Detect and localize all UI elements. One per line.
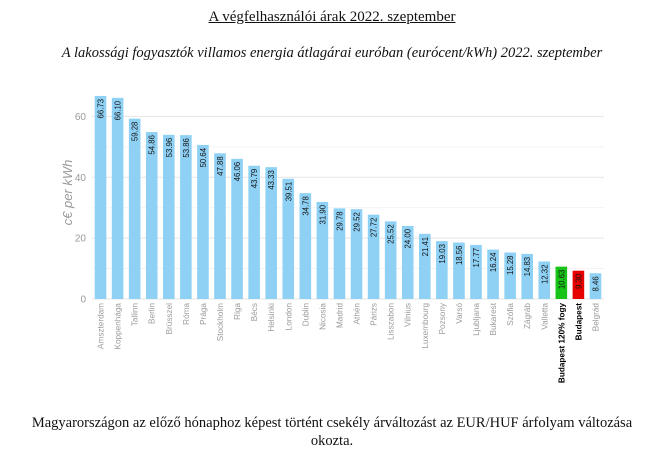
chart-title: A lakossági fogyasztók villamos energia … [61, 45, 603, 61]
x-tick-label: Koppenhága [114, 303, 123, 350]
data-label: 66.10 [114, 100, 123, 120]
data-label: 53.86 [182, 138, 191, 158]
data-label: 12.32 [540, 265, 549, 285]
x-tick-label: Pozsony [438, 302, 447, 334]
x-tick-label: Madrid [335, 303, 344, 328]
bar [333, 208, 346, 299]
x-tick-label: Brüsszel [165, 303, 174, 335]
x-tick-label: Valletta [540, 303, 549, 330]
bar [248, 165, 260, 299]
y-tick-label: 20 [75, 234, 87, 245]
x-tick-label: Vilnius [404, 303, 413, 327]
x-tick-label: Szófia [506, 303, 515, 326]
bar [162, 134, 175, 299]
page-title: A végfelhasználói árak 2022. szeptember [208, 9, 456, 25]
data-label: 19.03 [438, 244, 447, 264]
data-label: 8.46 [591, 276, 600, 291]
bar [316, 201, 329, 299]
y-tick-label: 40 [75, 173, 87, 184]
bar [401, 225, 414, 299]
data-label: 47.88 [216, 156, 225, 176]
bar [436, 241, 448, 299]
x-tick-label: Athén [353, 303, 362, 325]
x-tick-label: Bukarest [489, 302, 498, 335]
bar [504, 252, 516, 299]
bar [555, 266, 568, 299]
bar [418, 233, 431, 299]
x-tick-label: Róma [182, 303, 191, 325]
data-label: 54.86 [148, 135, 157, 155]
data-label: 46.06 [233, 162, 242, 182]
data-label: 29.52 [353, 212, 362, 232]
data-label: 15.28 [506, 256, 515, 276]
bar [180, 135, 192, 299]
data-label: 17.77 [472, 248, 481, 268]
bar [589, 273, 602, 299]
data-label: 24.00 [404, 228, 413, 248]
data-label: 31.90 [318, 204, 327, 224]
data-label: 10.63 [557, 270, 566, 290]
bar [487, 249, 499, 299]
x-tick-label: Bécs [250, 303, 259, 321]
x-tick-label: Amszterdam [97, 303, 106, 349]
bar [521, 253, 534, 299]
bar [299, 193, 312, 299]
data-label: 25.52 [387, 224, 396, 244]
data-label: 43.33 [267, 170, 276, 190]
x-tick-label: Budapest 120% fogy [557, 303, 566, 384]
x-tick-label: Zágráb [523, 303, 532, 329]
x-tick-label: Belgrád [591, 303, 600, 332]
data-label: 39.51 [284, 182, 293, 202]
bar [367, 214, 380, 299]
y-tick-label: 60 [75, 112, 87, 123]
data-label: 50.64 [199, 147, 208, 167]
bar [197, 144, 209, 299]
bar [265, 167, 278, 299]
x-tick-label: Nicosia [318, 303, 327, 330]
bar [128, 118, 141, 299]
x-tick-label: Berlin [148, 303, 157, 324]
x-tick-label: Lisszabon [387, 303, 396, 340]
x-tick-label: Luxembourg [421, 303, 430, 349]
bar [470, 244, 482, 299]
data-label: 53.96 [165, 138, 174, 158]
bar [453, 242, 465, 299]
data-label: 21.41 [421, 237, 430, 257]
bar [214, 153, 226, 299]
bar [231, 158, 243, 299]
bar [145, 132, 158, 299]
bar [384, 221, 397, 299]
bar [282, 178, 295, 299]
x-tick-label: Budapest [574, 303, 583, 341]
data-label: 66.73 [97, 99, 106, 119]
bar [94, 95, 107, 300]
x-tick-label: Varsó [455, 303, 464, 324]
data-label: 29.78 [335, 211, 344, 231]
x-tick-label: London [284, 303, 293, 331]
x-tick-label: Prága [199, 303, 208, 325]
data-label: 34.78 [301, 196, 310, 216]
y-tick-label: 0 [80, 295, 86, 306]
data-label: 59.28 [131, 122, 140, 142]
x-tick-label: Riga [233, 303, 242, 320]
data-label: 18.56 [455, 246, 464, 266]
y-axis-label: c€ per kWh [60, 160, 75, 226]
x-tick-label: Helsinki [267, 303, 276, 332]
x-tick-label: Ljubljana [472, 303, 481, 336]
data-label: 14.83 [523, 257, 532, 277]
bar [111, 97, 124, 299]
x-tick-label: Stockholm [216, 303, 225, 341]
bar-chart: 0 20 40 60 c€ per kWh 66.73 Amszterdam 66.10 Kop… [60, 95, 604, 384]
bar [538, 261, 551, 299]
bar [350, 209, 363, 299]
x-tick-label: Párizs [370, 303, 379, 326]
bar [572, 270, 585, 299]
x-tick-label: Dublin [301, 303, 310, 327]
data-label: 9.30 [574, 273, 583, 289]
data-label: 43.79 [250, 169, 259, 189]
footnote: Magyarországon az előző hónaphoz képest … [31, 415, 633, 449]
x-tick-label: Tallinn [131, 303, 140, 327]
data-label: 27.72 [370, 218, 379, 238]
data-label: 16.24 [489, 252, 498, 272]
